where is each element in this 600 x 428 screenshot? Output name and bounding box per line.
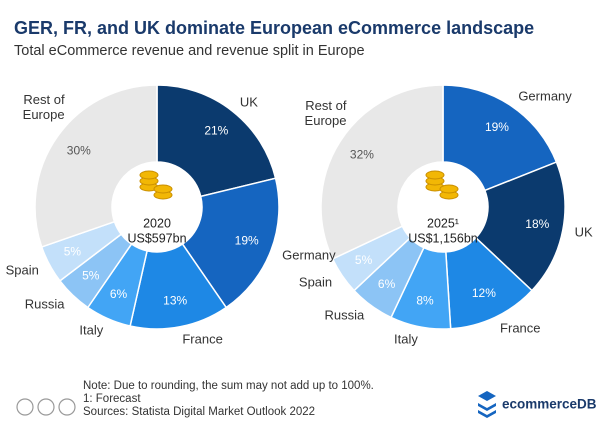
category-label: UK [239, 94, 258, 110]
donut-segment [442, 84, 558, 192]
value-label: 19% [485, 120, 509, 134]
coin [425, 170, 445, 180]
category-label: Germany [282, 247, 336, 263]
coin [139, 170, 159, 180]
note: Sources: Statista Digital Market Outlook… [83, 406, 315, 418]
note: Note: Due to rounding, the sum may not a… [83, 380, 374, 392]
category-label: Germany [518, 88, 572, 104]
brand: ecommerceDB [502, 397, 597, 412]
category-label: Italy [394, 331, 418, 347]
value-label: 18% [525, 217, 549, 231]
brand-logo [478, 391, 496, 418]
value-label: 30% [67, 143, 91, 157]
value-label: 12% [472, 286, 496, 300]
note: 1: Forecast [83, 393, 141, 405]
value-label: 5% [64, 245, 82, 259]
total-label: US$597bn [127, 231, 186, 245]
donut-segment [34, 84, 158, 248]
category-label: Italy [79, 322, 104, 338]
category-label: Spain [298, 274, 333, 290]
category-label: Rest of Europe [304, 98, 347, 129]
title: GER, FR, and UK dominate European eComme… [14, 18, 534, 38]
donut-segment [156, 84, 277, 198]
value-label: 13% [163, 293, 187, 307]
category-label: France [500, 320, 541, 336]
value-label: 5% [355, 253, 373, 267]
value-label: 21% [204, 124, 228, 138]
year-label: 2020 [143, 216, 171, 230]
value-label: 6% [378, 277, 396, 291]
license-icons [16, 398, 76, 416]
value-label: 8% [416, 293, 434, 307]
value-label: 5% [82, 269, 100, 283]
category-label: Rest of Europe [22, 91, 65, 122]
total-label: US$1,156bn [408, 231, 478, 245]
value-label: 6% [110, 287, 128, 301]
category-label: Russia [24, 296, 65, 312]
coin [439, 184, 459, 194]
coin-icon [425, 170, 459, 200]
subtitle: Total eCommerce revenue and revenue spli… [14, 43, 365, 59]
value-label: 32% [350, 148, 374, 162]
value-label: 19% [235, 233, 259, 247]
donut-segment [320, 84, 444, 260]
coin-icon [139, 170, 173, 200]
donut-segment [181, 177, 280, 309]
category-label: Spain [5, 262, 39, 278]
year-label: 2025¹ [427, 216, 459, 230]
coin [153, 184, 173, 194]
category-label: Russia [324, 307, 365, 323]
category-label: UK [574, 224, 593, 240]
category-label: France [182, 331, 223, 347]
